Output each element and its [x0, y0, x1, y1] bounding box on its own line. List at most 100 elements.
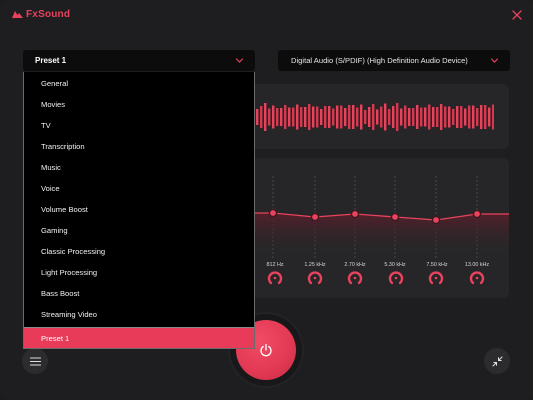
visualizer-bar [368, 107, 371, 127]
close-icon[interactable] [510, 8, 524, 22]
visualizer-bar [492, 104, 494, 130]
visualizer-bar [396, 103, 399, 131]
band-label-2-70khz: 2.70 kHz [344, 262, 366, 268]
visualizer-bar [312, 106, 315, 128]
title-bar: FxSound [0, 0, 533, 30]
visualizer-bar [328, 106, 331, 128]
visualizer-bar [452, 109, 455, 125]
visualizer-bar [456, 106, 459, 128]
visualizer-bar [416, 105, 419, 129]
preset-option-streaming-video[interactable]: Streaming Video [41, 310, 98, 319]
chevron-down-icon [490, 58, 499, 63]
visualizer-bar [460, 106, 463, 128]
visualizer-bar [284, 105, 287, 129]
preset-option-light-processing[interactable]: Light Processing [41, 268, 98, 277]
output-device-select[interactable]: Digital Audio (S/PDIF) (High Definition … [278, 50, 510, 71]
visualizer-bar [364, 110, 367, 124]
visualizer-bar [476, 108, 479, 126]
visualizer-bar [324, 106, 327, 128]
visualizer-bar [272, 105, 275, 129]
visualizer-bar [348, 105, 351, 129]
chevron-down-icon [235, 58, 244, 63]
preset-option-general[interactable]: General [41, 79, 69, 88]
eq-band-handle[interactable] [310, 212, 320, 222]
visualizer-bar [372, 104, 375, 130]
eq-band-handle[interactable] [268, 208, 278, 218]
visualizer-bar [296, 104, 299, 130]
preset-option-tv[interactable]: TV [41, 121, 51, 130]
visualizer-bar [420, 107, 423, 127]
hamburger-menu-icon [29, 356, 41, 366]
visualizer-bar [316, 106, 319, 128]
visualizer-bar [288, 107, 291, 127]
power-icon [260, 343, 272, 357]
preset-dropdown-list: General Movies TV Transcription Music Voice Vo… [23, 72, 255, 349]
collapse-view-button[interactable] [484, 348, 510, 374]
visualizer-bar [412, 108, 415, 126]
band-label-812hz: 812 Hz [266, 262, 284, 268]
preset-option-bass-boost[interactable]: Bass Boost [41, 289, 80, 298]
eq-band-handle[interactable] [472, 209, 482, 219]
band-knob-13-00khz[interactable] [468, 269, 486, 287]
visualizer-bar [464, 108, 467, 126]
preset-option-classic-processing[interactable]: Classic Processing [41, 247, 106, 256]
band-label-7-50khz: 7.50 kHz [426, 262, 448, 268]
preset-option-movies[interactable]: Movies [41, 100, 66, 109]
eq-band-handle[interactable] [431, 215, 441, 225]
menu-button[interactable] [22, 348, 48, 374]
preset-option-volume-boost[interactable]: Volume Boost [41, 205, 88, 214]
visualizer-bar [480, 105, 483, 129]
visualizer-bar [332, 108, 335, 126]
visualizer-bar [344, 108, 347, 126]
band-knob-1-25khz[interactable] [306, 269, 324, 287]
output-device-label: Digital Audio (S/PDIF) (High Definition … [291, 56, 468, 65]
visualizer-bar [268, 108, 271, 126]
visualizer-bar [440, 104, 443, 130]
visualizer-bar [292, 107, 295, 127]
visualizer-bar [356, 107, 359, 127]
visualizer-bar [404, 105, 407, 129]
visualizer-bar [388, 109, 391, 125]
band-knob-5-30khz[interactable] [387, 269, 405, 287]
visualizer-bar [352, 105, 355, 129]
audio-visualizer [232, 103, 494, 131]
app-brand-name: FxSound [26, 9, 71, 20]
equalizer-graph [255, 176, 509, 258]
preset-select[interactable]: Preset 1 [23, 50, 255, 71]
visualizer-bar [256, 109, 259, 125]
visualizer-bar [264, 103, 267, 131]
eq-band-handle[interactable] [390, 212, 400, 222]
visualizer-bar [408, 108, 411, 126]
collapse-arrows-icon [492, 356, 502, 366]
visualizer-bar [428, 104, 431, 130]
visualizer-bar [400, 108, 403, 126]
eq-curve-line [255, 212, 509, 221]
visualizer-bar [320, 109, 323, 125]
preset-option-transcription[interactable]: Transcription [41, 142, 85, 151]
band-label-5-30khz: 5.30 kHz [384, 262, 406, 268]
visualizer-bar [488, 107, 491, 127]
preset-option-music[interactable]: Music [41, 163, 61, 172]
preset-option-gaming[interactable]: Gaming [41, 226, 68, 235]
visualizer-bar [392, 106, 395, 128]
band-knob-7-50khz[interactable] [427, 269, 445, 287]
visualizer-bar [384, 103, 387, 131]
band-knob-2-70khz[interactable] [346, 269, 364, 287]
visualizer-bar [300, 107, 303, 127]
band-knob-812hz[interactable] [266, 269, 284, 287]
visualizer-bar [308, 104, 311, 130]
eq-band-handle[interactable] [350, 209, 360, 219]
visualizer-bar [260, 106, 263, 128]
preset-option-preset-1[interactable]: Preset 1 [24, 327, 254, 348]
visualizer-bar [472, 105, 475, 129]
visualizer-bar [436, 107, 439, 127]
preset-option-voice[interactable]: Voice [41, 184, 60, 193]
visualizer-bar [424, 107, 427, 127]
band-label-13-00khz: 13.00 kHz [464, 262, 490, 268]
visualizer-bar [468, 105, 471, 129]
band-label-1-25khz: 1.25 kHz [304, 262, 326, 268]
visualizer-bar [444, 106, 447, 128]
visualizer-bar [380, 106, 383, 128]
visualizer-bar [484, 105, 487, 129]
